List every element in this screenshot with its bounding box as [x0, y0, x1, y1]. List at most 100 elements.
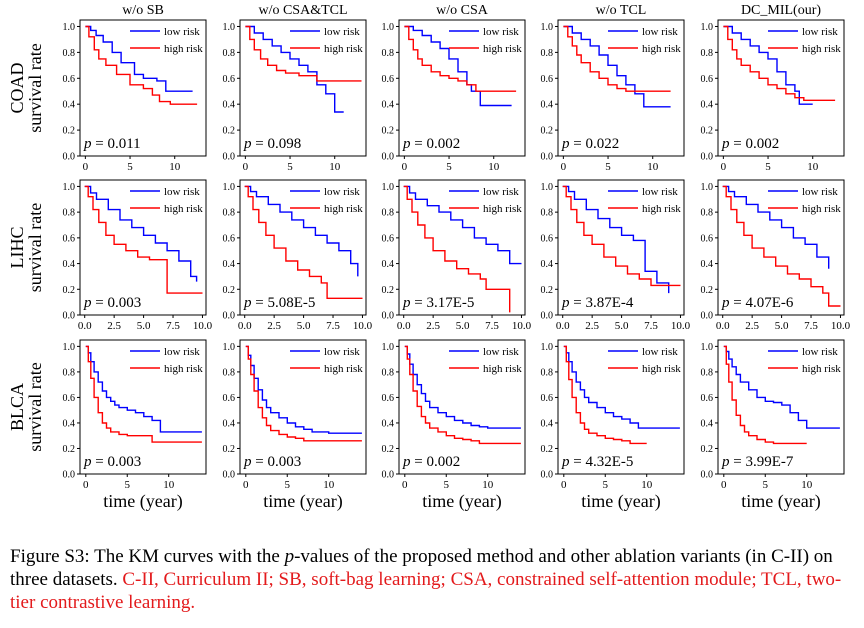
y-tick-label: 1.0 — [541, 22, 554, 33]
y-tick-label: 0.6 — [63, 393, 76, 404]
legend-label: high risk — [164, 363, 203, 375]
y-tick-label: 1.0 — [63, 182, 76, 193]
legend-label: high risk — [164, 43, 203, 55]
y-tick-label: 0.2 — [382, 444, 395, 455]
x-tick-label: 0 — [561, 161, 567, 173]
x-tick-label: 5 — [763, 479, 769, 491]
p-value-text: p = 3.99E-7 — [721, 454, 794, 470]
x-tick-label: 10.0 — [512, 320, 532, 332]
km-curve — [245, 345, 362, 442]
y-tick-label: 0.0 — [382, 470, 395, 481]
p-equals: = — [252, 136, 268, 152]
row-label: BLCA — [7, 383, 27, 431]
x-tick-label: 10 — [329, 161, 341, 173]
y-tick-label: 0.4 — [223, 418, 236, 429]
y-tick-label: 1.0 — [382, 342, 395, 353]
plot-frame — [717, 339, 845, 475]
km-panel: 0.0 0.2 0.4 0.6 0.8 1.0 0.0 2.5 5.0 7.5 10.0 low ri… — [223, 179, 373, 332]
p-symbol: p — [243, 136, 252, 152]
legend-label: high risk — [802, 363, 841, 375]
p-equals: = — [92, 295, 108, 311]
y-tick-label: 0.4 — [701, 259, 714, 270]
plot-frame — [79, 339, 207, 475]
legend-label: high risk — [324, 43, 363, 55]
y-tick-label: 0.8 — [63, 48, 76, 59]
x-tick-label: 7.5 — [644, 320, 658, 332]
km-curve — [244, 185, 359, 277]
x-tick-label: 5 — [765, 161, 771, 173]
p-equals: = — [570, 454, 586, 470]
p-equals: = — [411, 295, 427, 311]
x-tick-label: 0 — [243, 479, 249, 491]
y-tick-label: 0.2 — [63, 285, 76, 296]
y-tick-label: 1.0 — [63, 22, 76, 33]
caption-rest: -values of the proposed method and other… — [10, 546, 833, 590]
legend-label: low risk — [642, 346, 678, 358]
x-tick-label: 0 — [83, 479, 89, 491]
caption-p-var: p — [284, 546, 295, 567]
y-tick-label: 0.4 — [63, 100, 76, 111]
x-axis-label: time (year) — [422, 491, 501, 512]
p-value-text: p = 4.32E-5 — [561, 454, 633, 470]
y-tick-label: 0.6 — [63, 233, 76, 244]
x-tick-label: 0.0 — [716, 320, 730, 332]
y-tick-label: 0.2 — [223, 126, 236, 137]
km-panel: 0.0 0.2 0.4 0.6 0.8 1.0 0 5 10 low risk high risk p… — [701, 19, 845, 173]
p-equals: = — [252, 295, 268, 311]
y-tick-label: 0.6 — [223, 74, 236, 85]
x-tick-label: 5 — [605, 161, 611, 173]
km-curve — [562, 185, 681, 287]
y-tick-label: 0.8 — [541, 367, 554, 378]
p-value: 0.002 — [745, 136, 779, 152]
plot-frame — [79, 179, 207, 316]
y-tick-label: 0.8 — [382, 367, 395, 378]
legend-label: low risk — [483, 186, 519, 198]
p-symbol: p — [402, 295, 411, 311]
p-value: 5.08E-5 — [267, 295, 315, 311]
x-axis-label: time (year) — [581, 491, 660, 512]
p-value: 3.99E-7 — [745, 454, 793, 470]
p-equals: = — [411, 136, 427, 152]
km-panel: 0.0 0.2 0.4 0.6 0.8 1.0 0 5 10 low risk high risk p… — [701, 339, 845, 491]
p-value-text: p = 0.002 — [721, 136, 779, 152]
y-tick-label: 0.6 — [382, 393, 395, 404]
y-tick-label: 0.8 — [382, 48, 395, 59]
x-tick-label: 0 — [721, 479, 727, 491]
x-tick-label: 10 — [801, 479, 813, 491]
y-tick-label: 0.6 — [541, 74, 554, 85]
x-tick-label: 5.0 — [775, 320, 789, 332]
y-tick-label: 0.4 — [382, 259, 395, 270]
p-value-text: p = 0.002 — [402, 454, 460, 470]
y-tick-label: 0.0 — [701, 311, 714, 322]
km-curve — [723, 25, 813, 105]
plot-frame — [557, 19, 685, 157]
p-equals: = — [570, 295, 586, 311]
y-tick-label: 0.6 — [701, 393, 714, 404]
p-value: 0.003 — [267, 454, 301, 470]
y-tick-label: 0.2 — [63, 126, 76, 137]
y-tick-label: 0.6 — [541, 393, 554, 404]
y-tick-label: 0.4 — [541, 100, 554, 111]
y-tick-label: 0.6 — [701, 74, 714, 85]
plot-frame — [717, 19, 845, 157]
km-panel: 0.0 0.2 0.4 0.6 0.8 1.0 0.0 2.5 5.0 7.5 10.0 low ri… — [701, 179, 851, 332]
p-value: 0.098 — [267, 136, 301, 152]
y-tick-label: 1.0 — [223, 342, 236, 353]
column-title: w/o TCL — [596, 3, 647, 18]
x-tick-label: 0 — [83, 161, 89, 173]
y-tick-label: 0.4 — [223, 100, 236, 111]
y-tick-label: 0.0 — [701, 152, 714, 163]
x-tick-label: 5 — [603, 479, 609, 491]
y-tick-label: 0.6 — [382, 74, 395, 85]
p-symbol: p — [721, 454, 730, 470]
km-curve — [563, 25, 671, 92]
y-tick-label: 0.8 — [63, 208, 76, 219]
x-tick-label: 0.0 — [78, 320, 92, 332]
x-tick-label: 5.0 — [456, 320, 470, 332]
km-panel: 0.0 0.2 0.4 0.6 0.8 1.0 0 5 10 low risk high risk p… — [63, 19, 207, 173]
legend-label: low risk — [802, 346, 838, 358]
x-tick-label: 7.5 — [804, 320, 818, 332]
y-tick-label: 0.6 — [701, 233, 714, 244]
p-value: 0.011 — [107, 136, 140, 152]
